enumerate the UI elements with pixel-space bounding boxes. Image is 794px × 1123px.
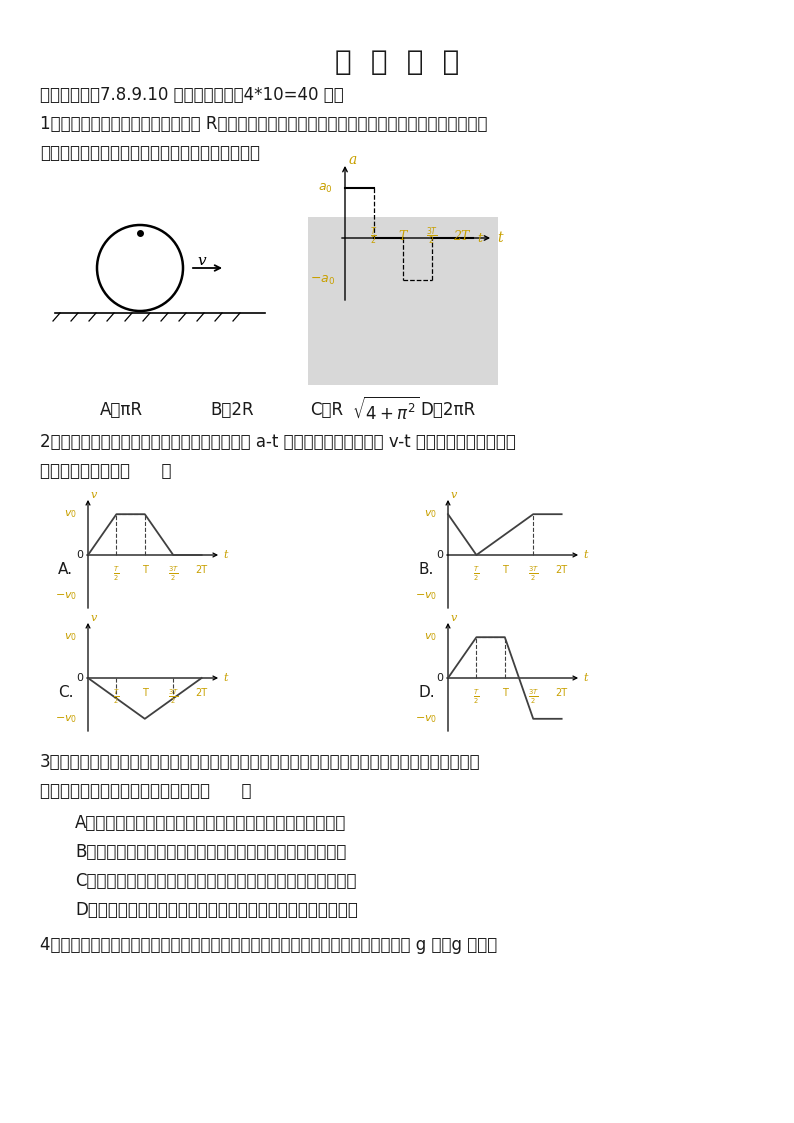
Text: A．倾角一定时，小球在斜面上的位移与时间的二次方成正比: A．倾角一定时，小球在斜面上的位移与时间的二次方成正比 [75,814,346,832]
Text: C．斜面长度一定时，小球从顶端滚到底端时的速度与倾角无关: C．斜面长度一定时，小球从顶端滚到底端时的速度与倾角无关 [75,871,357,891]
Text: B.: B. [418,562,434,577]
Text: $v_0$: $v_0$ [64,509,76,520]
Text: $-v_0$: $-v_0$ [55,713,77,724]
Text: 物  理  试  卷: 物 理 试 卷 [335,48,459,76]
Text: t: t [583,673,588,683]
Text: 观察和逻辑推理，得出的正确结论有（      ）: 观察和逻辑推理，得出的正确结论有（ ） [40,782,252,800]
Text: T: T [142,688,148,699]
Text: 一、选择题（7.8.9.10 为多项选择题，4*10=40 分）: 一、选择题（7.8.9.10 为多项选择题，4*10=40 分） [40,86,344,104]
Text: $-v_0$: $-v_0$ [414,713,437,724]
Text: T: T [502,565,507,575]
Text: C．R: C．R [310,401,343,419]
Text: A.: A. [58,562,73,577]
Text: v: v [451,490,457,500]
Text: $\sqrt{4+\pi^2}$: $\sqrt{4+\pi^2}$ [352,396,419,423]
Text: 2．一物体做直线运动，其加速度随时间变化的 a-t 图象如图所示。则下列 v-t 图象中，能正确描述此: 2．一物体做直线运动，其加速度随时间变化的 a-t 图象如图所示。则下列 v-t… [40,433,516,451]
Text: 4．在地质、地震、勘探、气象和地球物理等领域的研究中，需要精确的重力加速度 g 値，g 値可由: 4．在地质、地震、勘探、气象和地球物理等领域的研究中，需要精确的重力加速度 g … [40,935,497,955]
Text: $v_0$: $v_0$ [64,631,76,643]
Text: t: t [477,231,482,245]
Text: $\frac{3T}{2}$: $\frac{3T}{2}$ [168,565,179,583]
Text: $-v_0$: $-v_0$ [414,590,437,602]
Text: v: v [91,490,97,500]
Text: v: v [451,613,457,623]
Text: 2T: 2T [195,688,208,699]
Text: t: t [223,673,228,683]
Text: T: T [502,688,507,699]
Text: T: T [142,565,148,575]
Text: 2T: 2T [556,688,568,699]
Text: 1．如图所示，自行车的车轮半径为 R，车轮沿直线无滑动地滚动，当气门芯由车轮的正上方第一次: 1．如图所示，自行车的车轮半径为 R，车轮沿直线无滑动地滚动，当气门芯由车轮的正… [40,115,488,133]
Text: D．斜面长度一定时，小球从顶端滚到底端时的时间与倾角无关: D．斜面长度一定时，小球从顶端滚到底端时的时间与倾角无关 [75,901,358,919]
Text: $\frac{3T}{2}$: $\frac{3T}{2}$ [168,688,179,706]
Text: t: t [223,550,228,560]
Text: t: t [583,550,588,560]
Text: $\frac{T}{2}$: $\frac{T}{2}$ [473,565,480,583]
Text: A．πR: A．πR [100,401,143,419]
Text: $\frac{T}{2}$: $\frac{T}{2}$ [113,565,120,583]
Text: $\frac{3T}{2}$: $\frac{3T}{2}$ [528,688,538,706]
Text: $-a_0$: $-a_0$ [310,273,336,286]
Text: $v_0$: $v_0$ [423,509,437,520]
Text: 0: 0 [76,673,83,683]
Text: D.: D. [418,685,434,700]
Text: B．2R: B．2R [210,401,253,419]
Text: 0: 0 [437,550,444,560]
Text: T: T [399,230,407,243]
Text: B．倾角一定时，小球在斜面上的速度与时间的二次方成正比: B．倾角一定时，小球在斜面上的速度与时间的二次方成正比 [75,843,346,861]
Text: v: v [197,254,206,268]
Text: 0: 0 [437,673,444,683]
Text: $\frac{T}{2}$: $\frac{T}{2}$ [473,688,480,706]
Text: 3．历史上，伽利略在斜面实验中分别在倾角不同、阻力很小的斜面上由静止释放小球，他通过实验: 3．历史上，伽利略在斜面实验中分别在倾角不同、阻力很小的斜面上由静止释放小球，他… [40,754,480,772]
Text: $\frac{3T}{2}$: $\frac{3T}{2}$ [426,226,438,247]
Text: 2T: 2T [195,565,208,575]
Text: a: a [349,153,357,167]
Text: t: t [497,231,503,245]
Text: 0: 0 [76,550,83,560]
Text: $\frac{3T}{2}$: $\frac{3T}{2}$ [528,565,538,583]
Text: 2T: 2T [453,230,469,243]
Text: $\frac{T}{2}$: $\frac{T}{2}$ [370,226,378,247]
Text: v: v [91,613,97,623]
Text: 物体运动情况的是（      ）: 物体运动情况的是（ ） [40,462,172,480]
Text: $a_0$: $a_0$ [318,182,333,194]
Bar [308,217,498,385]
Text: $\frac{T}{2}$: $\frac{T}{2}$ [113,688,120,706]
Text: D．2πR: D．2πR [420,401,476,419]
Text: $v_0$: $v_0$ [423,631,437,643]
Text: 2T: 2T [556,565,568,575]
Text: $-v_0$: $-v_0$ [55,590,77,602]
Text: C.: C. [58,685,74,700]
Text: 运动到车轮的正下方时，气门芯位移的大小为（）: 运动到车轮的正下方时，气门芯位移的大小为（） [40,144,260,162]
